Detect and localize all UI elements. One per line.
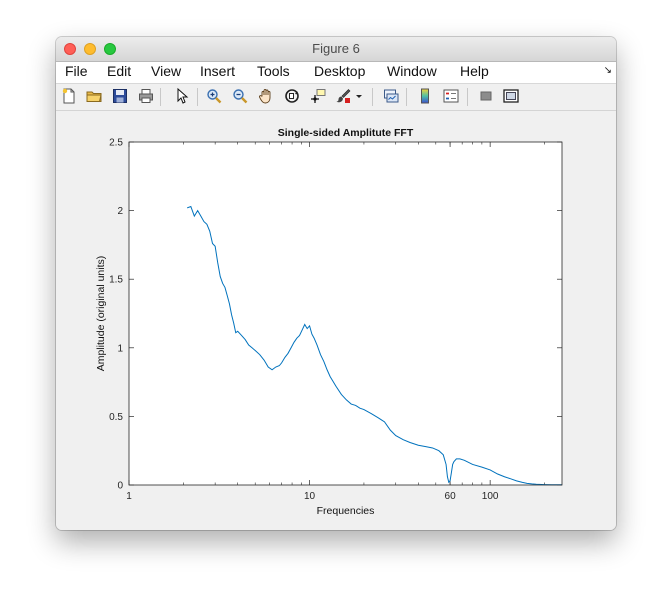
folder-icon: [86, 91, 102, 102]
chart-title: Single-sided Amplitute FFT: [278, 127, 414, 139]
menu-tools[interactable]: Tools: [257, 63, 290, 79]
x-tick-label: 1: [126, 491, 132, 502]
y-axis-label: Amplitude (original units): [95, 256, 107, 372]
hide-plot-tools-button[interactable]: [477, 87, 495, 105]
y-tick-label: 1: [117, 343, 123, 354]
x-tick-label: 10: [304, 491, 316, 502]
figure-toolbar: [56, 84, 616, 111]
brush-menu-button[interactable]: [354, 87, 364, 105]
zoom-out-button[interactable]: [231, 87, 249, 105]
colorbar-icon: [421, 88, 429, 104]
legend-icon: [443, 89, 459, 103]
rotate-icon: [285, 89, 299, 103]
legend-button[interactable]: [442, 87, 460, 105]
data-cursor-icon: [311, 89, 326, 103]
menu-window[interactable]: Window: [387, 63, 437, 79]
rotate-3d-button[interactable]: [283, 87, 301, 105]
save-button[interactable]: [111, 87, 129, 105]
plot-area[interactable]: Single-sided Amplitute FFT 1 10 60 100 0 0.5 1…: [56, 111, 616, 530]
toolbar-separator: [160, 88, 161, 106]
printer-icon: [139, 89, 153, 103]
hide-tools-icon: [480, 91, 492, 101]
window-title: Figure 6: [312, 41, 360, 56]
show-plot-tools-button[interactable]: [502, 87, 520, 105]
brush-button[interactable]: [334, 87, 352, 105]
y-tick-label: 2.5: [109, 138, 123, 149]
axes-background: [129, 142, 562, 485]
show-tools-icon: [503, 89, 519, 103]
figure-canvas: Single-sided Amplitute FFT 1 10 60 100 0 0.5 1…: [56, 111, 616, 530]
x-tick-label: 100: [482, 491, 499, 502]
link-plot-button[interactable]: [382, 87, 400, 105]
menu-help[interactable]: Help: [460, 63, 489, 79]
data-cursor-button[interactable]: [309, 87, 327, 105]
x-tick-label: 60: [445, 491, 457, 502]
pan-button[interactable]: [257, 87, 275, 105]
toolbar-separator: [467, 88, 468, 106]
brush-icon: [336, 89, 351, 103]
zoom-in-icon: [207, 89, 222, 104]
menu-insert[interactable]: Insert: [200, 63, 236, 79]
pointer-icon: [177, 87, 189, 104]
zoom-window-button[interactable]: [104, 43, 116, 55]
y-tick-label: 2: [117, 206, 123, 217]
y-tick-label: 0: [117, 481, 123, 492]
series-line-amplitude: [187, 205, 562, 486]
title-bar[interactable]: Figure 6: [56, 37, 616, 62]
zoom-in-button[interactable]: [205, 87, 223, 105]
figure-window: Figure 6 File Edit View Insert Tools Des…: [56, 37, 616, 530]
save-icon: [113, 89, 127, 103]
menu-desktop[interactable]: Desktop: [314, 63, 366, 79]
new-figure-button[interactable]: [60, 87, 78, 105]
axes-box: [128, 141, 563, 486]
close-window-button[interactable]: [64, 43, 76, 55]
x-axis-label: Frequencies: [317, 505, 375, 517]
minimize-window-button[interactable]: [84, 43, 96, 55]
toolbar-separator: [406, 88, 407, 106]
y-tick-label: 0.5: [109, 412, 123, 423]
menu-file[interactable]: File: [65, 63, 88, 79]
new-file-icon: [62, 88, 75, 104]
menu-view[interactable]: View: [151, 63, 182, 79]
y-tick-label: 1.5: [109, 275, 123, 286]
menu-bar: File Edit View Insert Tools Desktop Wind…: [56, 62, 616, 84]
colorbar-button[interactable]: [416, 87, 434, 105]
hand-icon: [259, 89, 271, 104]
toolbar-separator: [372, 88, 373, 106]
link-plot-icon: [384, 89, 399, 103]
print-button[interactable]: [137, 87, 155, 105]
corner-arrow-icon[interactable]: ↘: [603, 65, 612, 76]
open-file-button[interactable]: [85, 87, 103, 105]
zoom-out-icon: [233, 89, 248, 104]
toolbar-separator: [197, 88, 198, 106]
dropdown-arrow-icon: [356, 95, 362, 98]
menu-edit[interactable]: Edit: [107, 63, 132, 79]
select-button[interactable]: [173, 87, 191, 105]
